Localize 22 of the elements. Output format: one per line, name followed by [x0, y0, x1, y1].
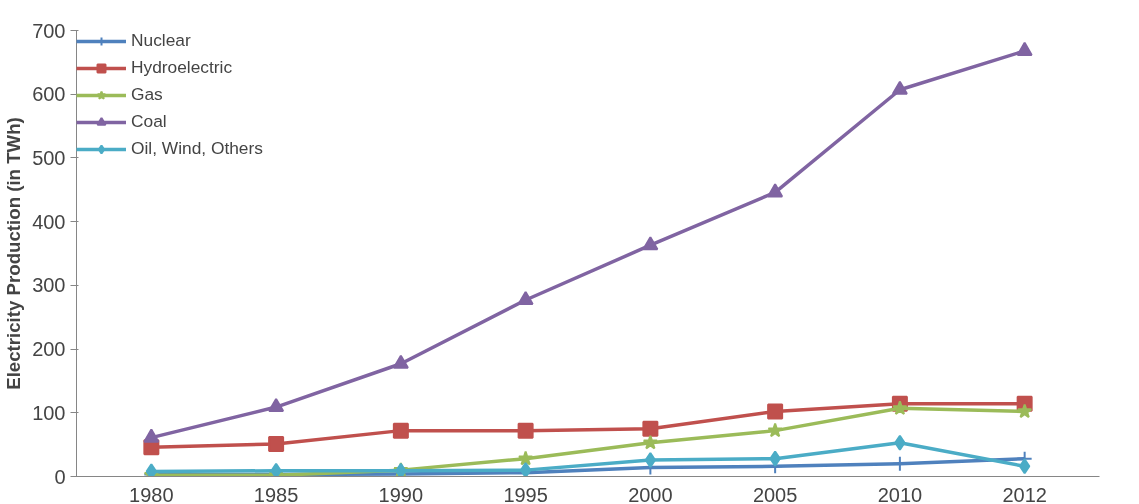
x-tick-label: 2012 [1002, 483, 1047, 504]
x-tick-label: 1980 [129, 483, 174, 504]
y-tick-label: 100 [32, 401, 66, 424]
y-tick-label: 200 [32, 338, 66, 361]
y-tick-label: 500 [32, 146, 66, 169]
y-axis-title: Electricity Production (in TWh) [3, 117, 25, 390]
legend-label: Hydroelectric [131, 57, 233, 78]
legend-label: Coal [131, 111, 167, 132]
x-tick-label: 1990 [378, 483, 424, 504]
x-tick-label: 2005 [752, 483, 798, 504]
y-tick-label: 400 [32, 210, 66, 233]
x-tick-label: 2010 [877, 483, 923, 504]
x-tick-label: 2000 [628, 483, 673, 504]
y-tick-label: 0 [54, 465, 66, 488]
x-tick-label: 1995 [503, 483, 548, 504]
y-tick-label: 300 [32, 274, 66, 297]
y-tick-label: 700 [32, 19, 66, 42]
legend-label: Gas [131, 84, 163, 105]
legend-label: Oil, Wind, Others [131, 138, 263, 159]
y-tick-label: 600 [32, 83, 66, 106]
legend-label: Nuclear [131, 30, 191, 51]
x-tick-label: 1985 [253, 483, 299, 504]
